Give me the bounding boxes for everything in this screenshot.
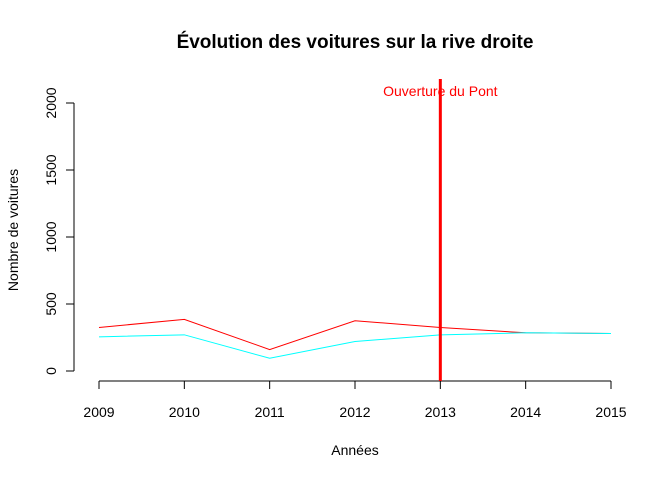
annotation-label: Ouverture du Pont [383,83,498,99]
x-tick-label: 2012 [339,404,370,420]
series-line-1 [98,318,612,351]
x-tick-label: 2009 [83,404,114,420]
series-line-2 [98,332,612,359]
y-tick-label: 2000 [43,87,59,118]
x-tick-label: 2011 [255,404,285,420]
y-axis-label: Nombre de voitures [5,169,21,291]
annotations: Ouverture du Pont [383,79,498,381]
x-axis: 2009 2010 2011 2012 2013 2014 2015 [83,380,627,420]
x-tick-label: 2013 [425,404,456,420]
x-tick-label: 2014 [510,404,541,420]
y-axis: 0 500 1000 1500 2000 [43,87,75,375]
x-tick-label: 2015 [595,404,626,420]
series-group [98,318,612,359]
y-tick-label: 1500 [43,154,59,185]
chart-title: Évolution des voitures sur la rive droit… [177,31,534,53]
y-tick-label: 500 [43,292,59,316]
y-tick-label: 0 [43,367,59,375]
x-tick-label: 2010 [169,404,200,420]
x-axis-label: Années [331,442,378,458]
y-tick-label: 1000 [43,221,59,252]
